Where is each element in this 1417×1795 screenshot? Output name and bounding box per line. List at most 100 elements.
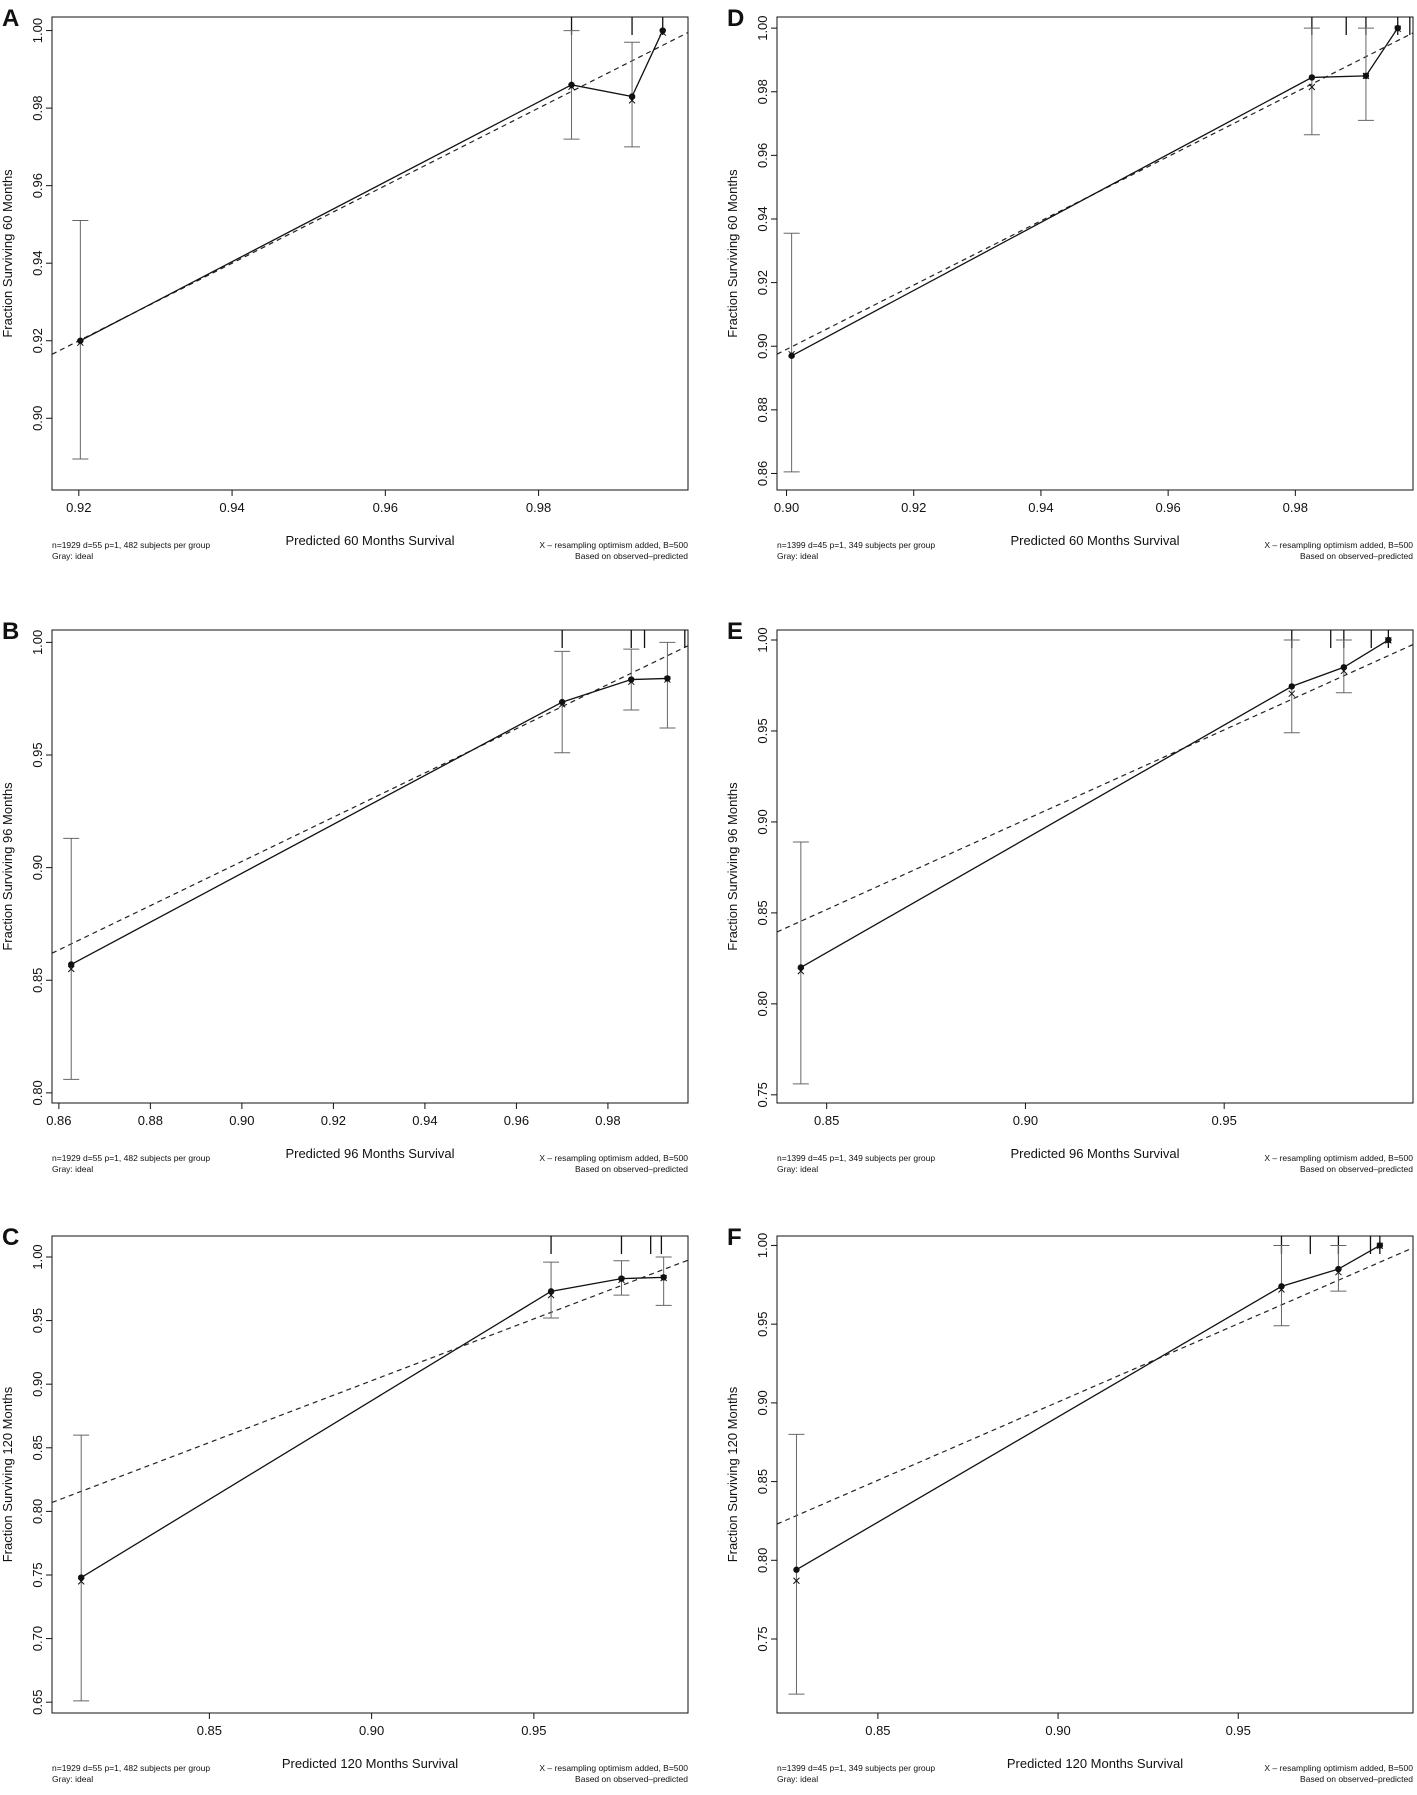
y-tick-label: 0.80 [30,1499,45,1524]
footnote-right: X – resampling optimism added, B=500 [1264,1153,1413,1163]
corrected-point [77,1577,85,1585]
corrected-point [558,700,566,708]
footnote-left: Gray: ideal [52,1164,93,1174]
observed-point [1278,1283,1285,1290]
footnote-left: n=1399 d=45 p=1, 349 subjects per group [777,1763,935,1773]
x-tick-label: 0.85 [197,1723,222,1738]
panel-c: C 0.85 0.90 0.95 0.65 0.70 0.75 0.80 0.85 0.90 0.9… [0,1224,689,1784]
ideal-line [52,645,688,954]
x-tick-label: 0.85 [865,1723,890,1738]
x-tick-label: 0.94 [412,1113,437,1128]
y-tick-label: 0.98 [755,79,770,104]
y-tick-label: 0.80 [755,991,770,1016]
x-tick-label: 0.85 [814,1113,839,1128]
x-tick-label: 0.86 [46,1113,71,1128]
x-tick-label: 0.98 [595,1113,620,1128]
x-tick-label: 0.90 [1013,1113,1038,1128]
corrected-mark [1340,667,1348,675]
corrected-point [1376,1242,1384,1250]
footnote-right: X – resampling optimism added, B=500 [539,1153,688,1163]
observed-point [1335,1265,1342,1273]
corrected-mark [793,1577,800,1585]
plot-area [777,24,1413,473]
observed-point [664,675,671,682]
footnote-left: n=1929 d=55 p=1, 482 subjects per group [52,1763,210,1773]
y-tick-label: 1.00 [755,15,770,40]
plot-frame [776,16,1414,491]
panel-letter: E [727,618,743,645]
observed-point [797,964,805,971]
panel-letter: B [2,618,19,645]
y-tick-label: 0.95 [30,1308,45,1333]
corrected-point [788,350,795,358]
observed-line [70,677,668,966]
corrected-mark [1385,637,1392,644]
panel-a: A 0.92 0.94 0.96 0.98 0.90 0.92 0.94 0.96 0.98 1.0… [0,5,689,561]
y-tick-label: 0.95 [755,718,770,743]
y-axis-label: Fraction Surviving 96 Months [725,782,740,951]
y-axis-label: Fraction Surviving 96 Months [0,782,15,951]
x-tick-label: 0.96 [504,1113,529,1128]
corrected-point [1340,667,1348,675]
plot-frame [51,1235,689,1714]
x-axis-label: Predicted 120 Months Survival [1007,1756,1183,1771]
corrected-mark [1394,25,1402,33]
observed-line [80,30,664,342]
observed-line [80,1276,664,1579]
panel-d: D 0.90 0.92 0.94 0.96 0.98 0.86 0.88 0.90 0.92 0.9… [725,5,1414,561]
y-tick-label: 0.70 [30,1626,45,1651]
footnote-left: n=1929 d=55 p=1, 482 subjects per group [52,1153,210,1163]
corrected-mark [660,1274,668,1282]
y-tick-label: 0.75 [755,1626,770,1651]
footnote-left: n=1399 d=45 p=1, 349 subjects per group [777,540,935,550]
corrected-mark [77,1577,85,1585]
plot-area [52,1256,688,1702]
y-tick-label: 1.00 [755,1233,770,1258]
x-tick-label: 0.98 [526,500,551,515]
corrected-mark [1288,690,1296,698]
ideal-line [777,32,1413,355]
corrected-point [76,339,84,347]
x-tick-label: 0.96 [373,500,398,515]
footnote-left: Gray: ideal [777,551,818,561]
corrected-point [1335,1268,1342,1276]
plot-area [777,636,1413,1085]
corrected-mark [558,700,566,708]
ideal-line [777,1247,1413,1525]
y-axis-label: Fraction Surviving 60 Months [725,169,740,338]
panel-b: B 0.86 0.88 0.90 0.92 0.94 0.96 0.98 0.80 0.85 0.9… [0,618,689,1174]
corrected-point [568,83,575,91]
corrected-mark [1362,72,1370,80]
corrected-mark [659,29,667,36]
y-tick-label: 0.90 [755,334,770,359]
plot-frame [776,629,1414,1104]
plot-area [52,27,688,460]
corrected-mark [1376,1242,1384,1250]
footnote-right: X – resampling optimism added, B=500 [1264,1763,1413,1773]
y-tick-label: 0.85 [755,1469,770,1494]
footnote-right: Based on observed–predicted [1300,1164,1413,1174]
x-tick-label: 0.90 [359,1723,384,1738]
corrected-point [664,676,671,683]
x-axis-label: Predicted 120 Months Survival [282,1756,458,1771]
corrected-mark [627,678,635,686]
corrected-point [628,97,636,104]
observed-line [800,639,1389,969]
observed-point [568,81,575,89]
x-axis-label: Predicted 60 Months Survival [1010,533,1179,548]
footnote-left: n=1929 d=55 p=1, 482 subjects per group [52,540,210,550]
footnote-left: Gray: ideal [52,1774,93,1784]
y-tick-label: 1.00 [755,627,770,652]
observed-point [1288,683,1295,690]
x-tick-label: 0.90 [229,1113,254,1128]
x-tick-label: 0.88 [138,1113,163,1128]
y-tick-label: 0.94 [30,251,45,276]
panel-e: E 0.85 0.90 0.95 0.75 0.80 0.85 0.90 0.95 1.00 Pre… [725,618,1414,1174]
corrected-point [1308,83,1316,91]
footnote-left: Gray: ideal [777,1774,818,1784]
y-tick-label: 0.95 [755,1312,770,1337]
corrected-point [547,1291,555,1299]
y-tick-label: 0.92 [755,270,770,295]
y-tick-label: 0.96 [30,173,45,198]
corrected-point [793,1577,800,1585]
